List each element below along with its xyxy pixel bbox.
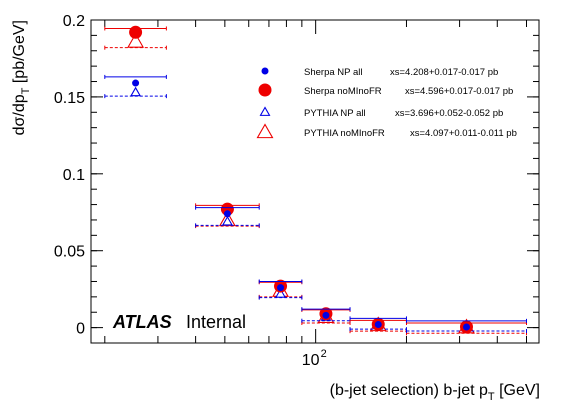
marker-triangle bbox=[259, 106, 271, 116]
legend-series-name: Sherpa NP all bbox=[304, 67, 362, 78]
series-group bbox=[104, 86, 528, 334]
marker-big-dot bbox=[129, 25, 143, 39]
data-marks bbox=[104, 25, 528, 336]
legend-cross-section: xs=4.596+0.017-0.017 pb bbox=[405, 86, 513, 97]
x-tick-label: 10 bbox=[302, 352, 320, 369]
marker-dot bbox=[223, 210, 231, 218]
marker-dot bbox=[322, 311, 330, 319]
internal-label: Internal bbox=[186, 312, 246, 332]
x-axis-title-sub: T bbox=[488, 391, 495, 403]
y-axis-title-main: dσ/dp bbox=[11, 94, 28, 135]
marker-big-triangle bbox=[127, 32, 145, 48]
marker-dot bbox=[374, 321, 382, 329]
marker-dot bbox=[277, 284, 285, 292]
marker-big-dot bbox=[258, 83, 272, 97]
y-axis-title-unit: [pb/GeV] bbox=[11, 20, 28, 88]
y-axis-ticks: 0 0.05 0.1 0.15 0.2 bbox=[54, 13, 539, 344]
y-tick-label: 0.2 bbox=[63, 13, 85, 30]
y-axis-title: dσ/dpT [pb/GeV] bbox=[11, 20, 32, 135]
y-tick-label: 0.1 bbox=[63, 167, 85, 184]
legend-cross-section: xs=3.696+0.052-0.052 pb bbox=[395, 108, 503, 119]
x-tick-label-exponent: 2 bbox=[321, 348, 327, 360]
marker-big-dot bbox=[220, 202, 234, 216]
x-axis-title-unit: [GeV] bbox=[495, 382, 540, 399]
marker-triangle bbox=[275, 288, 286, 298]
y-tick-label: 0 bbox=[76, 321, 85, 338]
x-axis-ticks: 10 2 bbox=[104, 20, 528, 369]
marker-dot bbox=[261, 67, 269, 75]
atlas-label: ATLAS bbox=[112, 312, 172, 332]
series-group bbox=[104, 25, 528, 334]
legend: Sherpa NP all xs=4.208+0.017-0.017 pb Sher… bbox=[256, 67, 517, 139]
legend-series-name: Sherpa noMInoFR bbox=[304, 86, 382, 97]
marker-dot bbox=[132, 79, 140, 87]
marker-triangle bbox=[221, 215, 233, 226]
y-tick-label: 0.15 bbox=[54, 90, 85, 107]
legend-series-name: PYTHIA noMInoFR bbox=[304, 128, 385, 139]
legend-series-name: PYTHIA NP all bbox=[304, 108, 366, 119]
marker-triangle bbox=[130, 86, 142, 97]
x-axis-title: (b-jet selection) b-jet pT [GeV] bbox=[330, 382, 540, 403]
series-group bbox=[104, 74, 528, 331]
marker-dot bbox=[462, 323, 470, 331]
y-tick-label: 0.05 bbox=[54, 244, 85, 261]
series-group bbox=[104, 32, 528, 336]
plot-frame bbox=[90, 19, 540, 344]
legend-cross-section: xs=4.208+0.017-0.017 pb bbox=[390, 67, 498, 78]
legend-cross-section: xs=4.097+0.011-0.011 pb bbox=[410, 128, 517, 139]
x-axis-title-main: (b-jet selection) b-jet p bbox=[330, 382, 488, 399]
marker-big-triangle bbox=[256, 123, 274, 139]
y-axis-title-sub: T bbox=[20, 87, 32, 94]
